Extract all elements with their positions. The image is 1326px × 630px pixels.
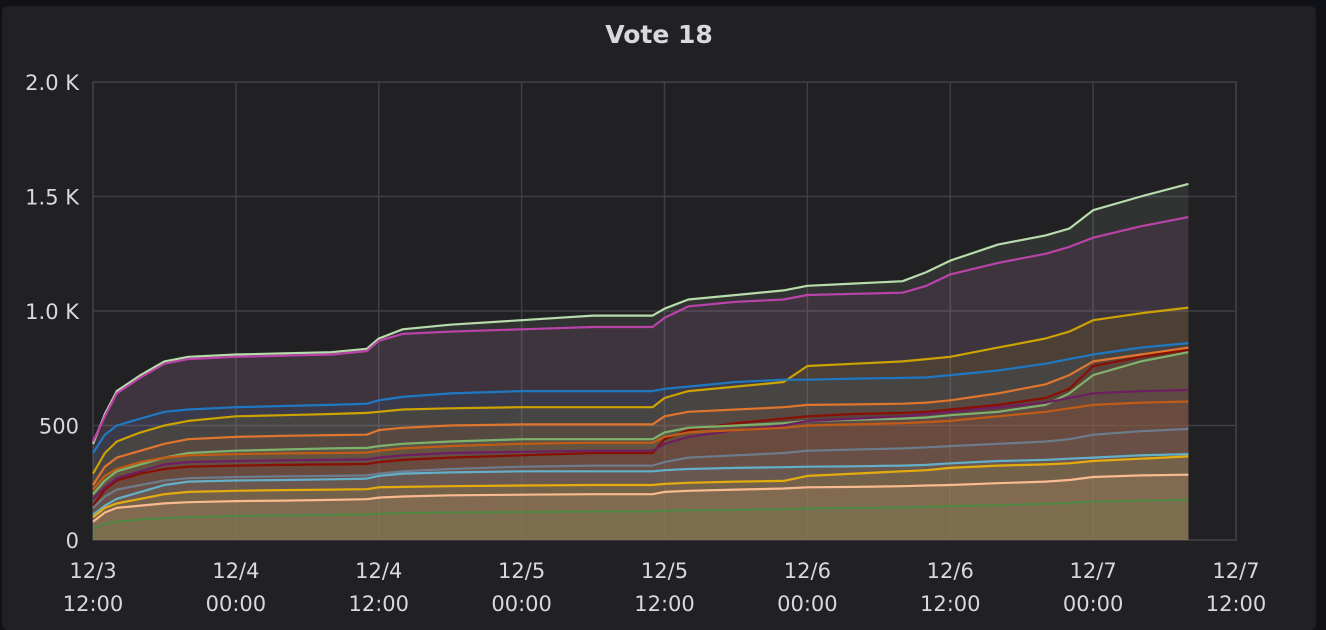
x-tick-date: 12/3 [69, 559, 116, 583]
x-axis: 12/3 12:00 12/4 00:00 12/4 12:00 12/5 00:00 12/5… [63, 559, 1267, 616]
series-area-7 [93, 352, 1189, 540]
series-area-11 [93, 454, 1189, 540]
x-tick-date: 12/7 [1070, 559, 1117, 583]
x-tick-date: 12/5 [498, 559, 545, 583]
series-area-6 [93, 349, 1189, 540]
series-area-12 [93, 456, 1189, 540]
chart-panel: Vote 18 [2, 6, 1316, 630]
series-line-3[interactable] [92, 306, 1189, 475]
series-area-1 [93, 183, 1189, 540]
x-tick-time: 00:00 [777, 592, 838, 616]
x-tick-date: 12/7 [1212, 559, 1259, 583]
x-tick-date: 12/4 [355, 559, 402, 583]
series-line-1[interactable] [91, 182, 1189, 445]
series-area-13 [93, 474, 1189, 540]
y-axis: 0 500 1.0 K 1.5 K 2.0 K [25, 71, 80, 553]
series-line-2[interactable] [92, 216, 1189, 442]
series-line-12[interactable] [92, 455, 1189, 518]
y-tick-label: 2.0 K [25, 71, 80, 95]
x-tick-time: 12:00 [348, 592, 409, 616]
x-tick-date: 12/6 [784, 559, 831, 583]
x-tick-time: 12:00 [63, 592, 124, 616]
series-line-14[interactable] [92, 498, 1189, 530]
x-tick-date: 12/4 [212, 559, 259, 583]
panel-title: Vote 18 [605, 20, 713, 49]
series-line-6[interactable] [92, 348, 1189, 507]
series-area-14 [93, 499, 1189, 540]
series-line-7[interactable] [92, 351, 1189, 495]
series-line-5[interactable] [92, 346, 1189, 486]
x-tick-time: 00:00 [1063, 592, 1124, 616]
y-tick-label: 500 [39, 415, 79, 439]
x-tick-time: 12:00 [920, 592, 981, 616]
y-tick-label: 0 [66, 529, 79, 553]
series-line-13[interactable] [92, 473, 1189, 523]
grid [92, 81, 1237, 541]
series-area-4 [93, 343, 1189, 540]
series-line-9[interactable] [92, 400, 1189, 491]
x-tick-time: 12:00 [1206, 592, 1267, 616]
series-areas [93, 183, 1189, 540]
x-tick-date: 12/5 [641, 559, 688, 583]
series-line-10[interactable] [92, 427, 1189, 509]
series-line-4[interactable] [92, 342, 1189, 454]
series-line-8[interactable] [92, 388, 1189, 500]
x-tick-time: 12:00 [634, 592, 695, 616]
y-tick-label: 1.5 K [25, 186, 80, 210]
series-line-11[interactable] [92, 453, 1189, 516]
y-tick-label: 1.0 K [25, 300, 80, 324]
x-tick-time: 00:00 [491, 592, 552, 616]
x-tick-time: 00:00 [206, 592, 267, 616]
series-lines [91, 182, 1189, 530]
x-tick-date: 12/6 [927, 559, 974, 583]
